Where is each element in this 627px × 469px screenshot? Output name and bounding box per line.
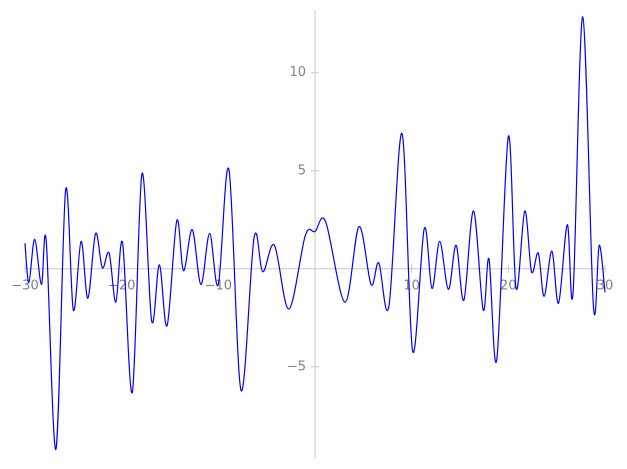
y-tick-label: 10 xyxy=(289,65,306,80)
y-tick-label: −5 xyxy=(287,359,306,374)
x-tick-label: 30 xyxy=(597,278,614,293)
x-tick-label: 10 xyxy=(403,278,420,293)
y-tick-label: 5 xyxy=(298,163,306,178)
x-tick-label: 20 xyxy=(500,278,517,293)
x-tick-label: −20 xyxy=(108,278,135,293)
x-tick-label: −30 xyxy=(11,278,38,293)
line-series xyxy=(24,16,606,450)
